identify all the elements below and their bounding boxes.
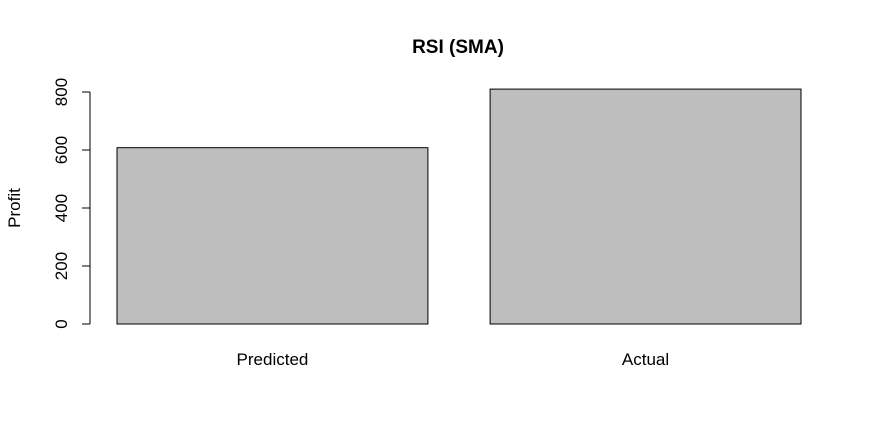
y-tick-label-200: 200 (52, 252, 71, 280)
x-tick-label-predicted: Predicted (237, 350, 309, 369)
chart-title: RSI (SMA) (412, 37, 504, 58)
y-tick-label-600: 600 (52, 136, 71, 164)
bar-predicted (116, 147, 429, 325)
x-tick-label-actual: Actual (622, 350, 669, 369)
x-axis-labels: Predicted Actual (237, 350, 670, 369)
y-tick-label-800: 800 (52, 78, 71, 106)
bar-actual (489, 88, 802, 325)
bars-group (116, 88, 802, 325)
y-axis-label: Profit (5, 188, 24, 228)
y-axis: 0 200 400 600 800 (52, 78, 91, 329)
y-tick-label-0: 0 (52, 319, 71, 328)
y-tick-label-400: 400 (52, 194, 71, 222)
